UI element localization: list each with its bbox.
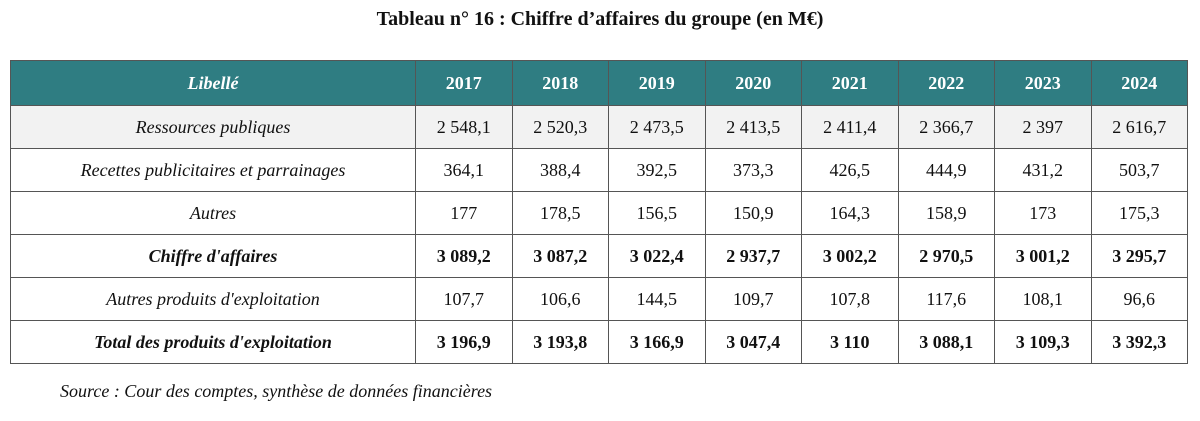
value-cell: 3 001,2 [994, 234, 1092, 278]
value-cell: 173 [994, 191, 1092, 235]
value-cell: 108,1 [994, 277, 1092, 321]
table-row: Recettes publicitaires et parrainages 364… [10, 148, 1188, 192]
value-cell: 177 [415, 191, 513, 235]
value-cell: 426,5 [801, 148, 899, 192]
data-table: Libellé 2017 2018 2019 2020 2021 2022 2023 2024 … [10, 60, 1188, 364]
table-header: Libellé 2017 2018 2019 2020 2021 2022 2023 2024 [10, 60, 1188, 106]
source-note: Source : Cour des comptes, synthèse de d… [60, 381, 493, 401]
value-cell: 106,6 [511, 277, 609, 321]
row-label: Recettes publicitaires et parrainages [10, 148, 416, 192]
value-cell: 3 196,9 [415, 320, 513, 364]
header-cell: 2020 [704, 60, 802, 106]
header-cell: 2022 [897, 60, 995, 106]
value-cell: 392,5 [608, 148, 706, 192]
value-cell: 96,6 [1090, 277, 1188, 321]
value-cell: 3 295,7 [1090, 234, 1188, 278]
value-cell: 3 193,8 [511, 320, 609, 364]
value-cell: 117,6 [897, 277, 995, 321]
value-cell: 2 520,3 [511, 105, 609, 149]
header-cell: 2018 [511, 60, 609, 106]
value-cell: 156,5 [608, 191, 706, 235]
value-cell: 3 088,1 [897, 320, 995, 364]
value-cell: 3 109,3 [994, 320, 1092, 364]
table-row: Ressources publiques 2 548,1 2 520,3 2 473,… [10, 105, 1188, 149]
value-cell: 2 970,5 [897, 234, 995, 278]
value-cell: 444,9 [897, 148, 995, 192]
value-cell: 107,7 [415, 277, 513, 321]
value-cell: 503,7 [1090, 148, 1188, 192]
row-label: Autres [10, 191, 416, 235]
value-cell: 431,2 [994, 148, 1092, 192]
value-cell: 144,5 [608, 277, 706, 321]
value-cell: 175,3 [1090, 191, 1188, 235]
table-row: Autres produits d'exploitation 107,7 106,6… [10, 277, 1188, 321]
value-cell: 373,3 [704, 148, 802, 192]
table-row: Total des produits d'exploitation 3 196,9… [10, 320, 1188, 364]
table-row: Chiffre d'affaires 3 089,2 3 087,2 3 022,4 2… [10, 234, 1188, 278]
value-cell: 3 089,2 [415, 234, 513, 278]
row-label: Ressources publiques [10, 105, 416, 149]
value-cell: 3 392,3 [1090, 320, 1188, 364]
value-cell: 109,7 [704, 277, 802, 321]
value-cell: 164,3 [801, 191, 899, 235]
value-cell: 3 110 [801, 320, 899, 364]
value-cell: 2 413,5 [704, 105, 802, 149]
table-title: Tableau n° 16 : Chiffre d’affaires du gr… [376, 8, 824, 30]
value-cell: 178,5 [511, 191, 609, 235]
row-label: Autres produits d'exploitation [10, 277, 416, 321]
value-cell: 2 616,7 [1090, 105, 1188, 149]
value-cell: 3 087,2 [511, 234, 609, 278]
value-cell: 2 473,5 [608, 105, 706, 149]
row-label: Total des produits d'exploitation [10, 320, 416, 364]
value-cell: 388,4 [511, 148, 609, 192]
value-cell: 2 366,7 [897, 105, 995, 149]
value-cell: 3 166,9 [608, 320, 706, 364]
value-cell: 364,1 [415, 148, 513, 192]
header-cell: 2023 [994, 60, 1092, 106]
header-cell: 2019 [608, 60, 706, 106]
value-cell: 150,9 [704, 191, 802, 235]
header-cell: Libellé [10, 60, 416, 106]
value-cell: 3 022,4 [608, 234, 706, 278]
value-cell: 2 411,4 [801, 105, 899, 149]
header-cell: 2021 [801, 60, 899, 106]
header-cell: 2017 [415, 60, 513, 106]
value-cell: 3 002,2 [801, 234, 899, 278]
value-cell: 107,8 [801, 277, 899, 321]
value-cell: 2 548,1 [415, 105, 513, 149]
value-cell: 3 047,4 [704, 320, 802, 364]
table-body: Ressources publiques 2 548,1 2 520,3 2 473,… [10, 105, 1188, 364]
value-cell: 2 397 [994, 105, 1092, 149]
header-row: Libellé 2017 2018 2019 2020 2021 2022 2023 2024 [10, 60, 1188, 106]
value-cell: 2 937,7 [704, 234, 802, 278]
row-label: Chiffre d'affaires [10, 234, 416, 278]
value-cell: 158,9 [897, 191, 995, 235]
header-cell: 2024 [1090, 60, 1188, 106]
table-row: Autres 177 178,5 156,5 150,9 164,3 158,9 173 175… [10, 191, 1188, 235]
